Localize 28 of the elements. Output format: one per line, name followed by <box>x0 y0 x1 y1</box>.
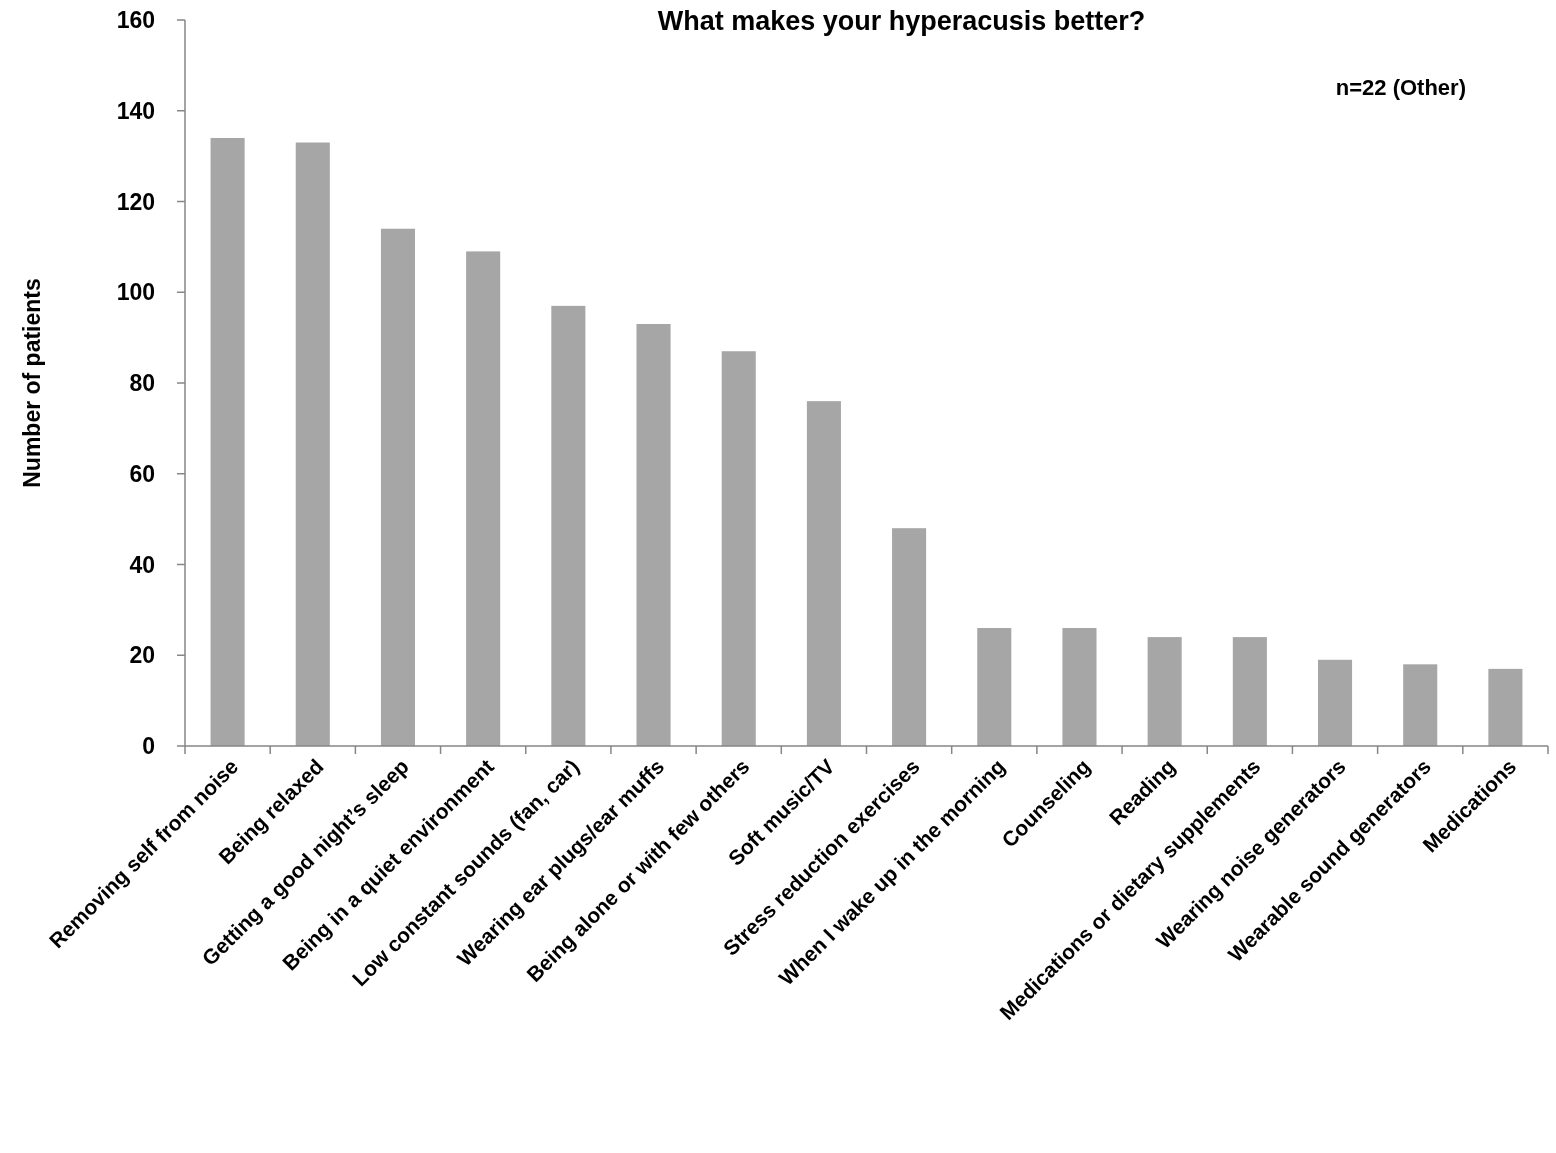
bar <box>551 305 586 746</box>
bar <box>1232 637 1267 746</box>
bar <box>295 142 330 746</box>
y-tick-label: 80 <box>129 370 155 397</box>
bar <box>1403 664 1438 746</box>
bar <box>1317 659 1353 746</box>
chart-title: What makes your hyperacusis better? <box>657 6 1146 36</box>
y-tick-label: 20 <box>129 642 155 669</box>
y-tick-label: 140 <box>116 97 155 124</box>
y-tick-label: 0 <box>142 733 155 760</box>
y-axis-title: Number of patients <box>19 278 45 488</box>
bar <box>1147 637 1182 746</box>
bar <box>977 628 1012 746</box>
bar <box>1488 668 1523 746</box>
bar <box>721 351 756 746</box>
bar <box>636 324 671 746</box>
bar <box>1062 628 1097 746</box>
bar <box>892 528 927 746</box>
y-tick-label: 120 <box>116 188 155 215</box>
bar <box>380 228 416 746</box>
bar <box>210 137 245 746</box>
bar <box>806 401 841 746</box>
y-tick-label: 60 <box>129 460 155 487</box>
annotation: n=22 (Other) <box>1335 75 1466 100</box>
y-tick-label: 100 <box>116 279 155 306</box>
y-tick-label: 40 <box>129 551 155 578</box>
bar <box>466 251 501 746</box>
y-tick-label: 160 <box>116 7 155 34</box>
